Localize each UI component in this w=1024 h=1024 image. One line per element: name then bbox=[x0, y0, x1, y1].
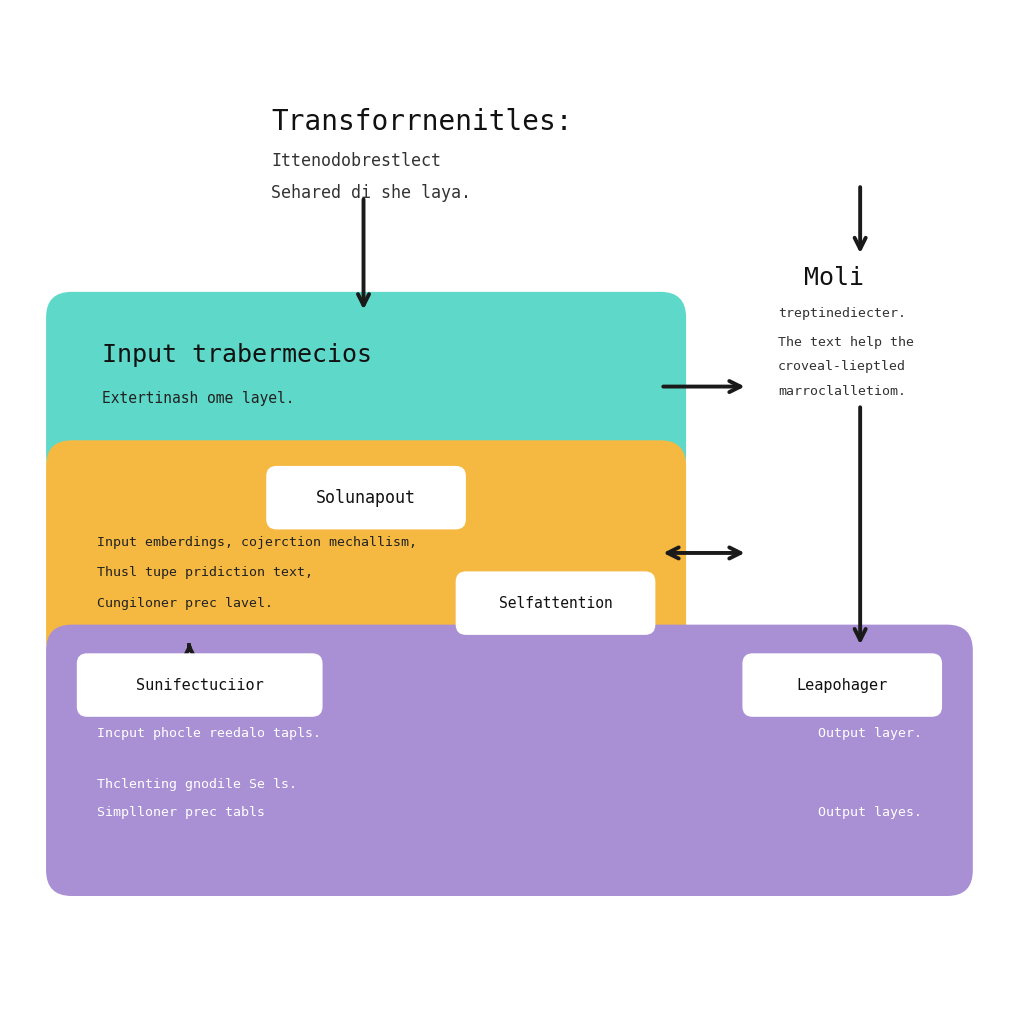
FancyBboxPatch shape bbox=[77, 653, 323, 717]
Text: Thclenting gnodile Se ls.: Thclenting gnodile Se ls. bbox=[97, 778, 297, 792]
Text: marroclalletiom.: marroclalletiom. bbox=[778, 385, 906, 398]
Text: Moli: Moli bbox=[804, 266, 864, 290]
FancyBboxPatch shape bbox=[456, 571, 655, 635]
Text: Input emberdings, cojerction mechallism,: Input emberdings, cojerction mechallism, bbox=[97, 536, 418, 549]
Text: Selfattention: Selfattention bbox=[499, 596, 612, 610]
Text: Output layes.: Output layes. bbox=[817, 806, 922, 819]
Text: Output layer.: Output layer. bbox=[817, 727, 922, 740]
Text: Transforrnenitles:: Transforrnenitles: bbox=[271, 108, 572, 135]
Text: Sehared di she laya.: Sehared di she laya. bbox=[271, 184, 471, 203]
Text: Cungiloner prec lavel.: Cungiloner prec lavel. bbox=[97, 597, 273, 610]
FancyBboxPatch shape bbox=[266, 466, 466, 529]
FancyBboxPatch shape bbox=[742, 653, 942, 717]
Text: croveal-lieptled: croveal-lieptled bbox=[778, 360, 906, 374]
Text: Incput phocle reedalo tapls.: Incput phocle reedalo tapls. bbox=[97, 727, 322, 740]
Text: Solunapout: Solunapout bbox=[316, 488, 416, 507]
FancyBboxPatch shape bbox=[46, 625, 973, 896]
Text: Sunifectuciior: Sunifectuciior bbox=[136, 678, 263, 692]
Text: Input trabermecios: Input trabermecios bbox=[102, 343, 373, 367]
Text: Leapohager: Leapohager bbox=[797, 678, 888, 692]
Text: Simplloner prec tabls: Simplloner prec tabls bbox=[97, 806, 265, 819]
Text: treptinediecter.: treptinediecter. bbox=[778, 307, 906, 321]
Text: Extertinash ome layel.: Extertinash ome layel. bbox=[102, 391, 295, 407]
Text: Thusl tupe pridiction text,: Thusl tupe pridiction text, bbox=[97, 566, 313, 580]
FancyBboxPatch shape bbox=[46, 292, 686, 481]
FancyBboxPatch shape bbox=[46, 440, 686, 666]
Text: The text help the: The text help the bbox=[778, 336, 914, 349]
Text: Ittenodobrestlect: Ittenodobrestlect bbox=[271, 152, 441, 170]
